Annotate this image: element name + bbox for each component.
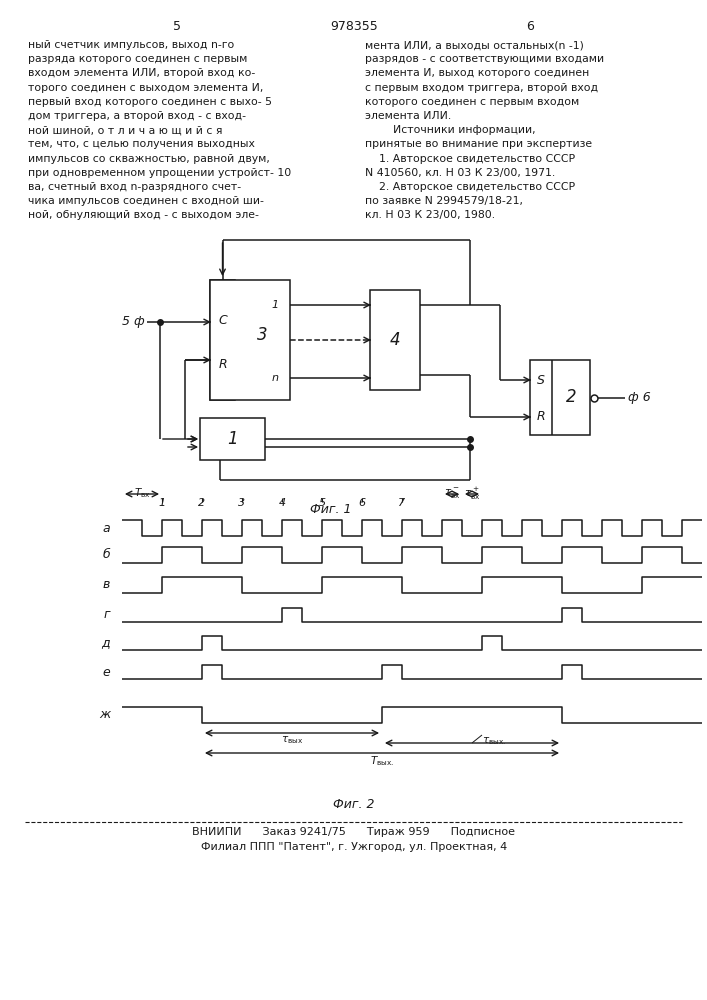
Text: N 410560, кл. H 03 К 23/00, 1971.: N 410560, кл. H 03 К 23/00, 1971. — [365, 168, 555, 178]
Text: элемента И, выход которого соединен: элемента И, выход которого соединен — [365, 68, 589, 78]
Text: дом триггера, а второй вход - с вход-: дом триггера, а второй вход - с вход- — [28, 111, 246, 121]
Text: разряда которого соединен с первым: разряда которого соединен с первым — [28, 54, 247, 64]
Text: $\tau^+_{\rm вх}$: $\tau^+_{\rm вх}$ — [464, 486, 480, 502]
Text: Фиг. 1: Фиг. 1 — [310, 503, 351, 516]
Text: е: е — [103, 666, 110, 678]
Text: б: б — [103, 548, 110, 562]
Text: $\tau_{\rm вых}$: $\tau_{\rm вых}$ — [281, 734, 303, 746]
Text: n: n — [271, 373, 279, 383]
Text: 4: 4 — [390, 331, 400, 349]
Text: торого соединен с выходом элемента И,: торого соединен с выходом элемента И, — [28, 83, 264, 93]
Text: по заявке N 2994579/18-21,: по заявке N 2994579/18-21, — [365, 196, 523, 206]
Text: $\tau^-_{\rm вх}$: $\tau^-_{\rm вх}$ — [444, 486, 460, 500]
Bar — [530, 360, 590, 435]
Text: первый вход которого соединен с выхо- 5: первый вход которого соединен с выхо- 5 — [28, 97, 272, 107]
Text: в: в — [103, 578, 110, 591]
Text: при одновременном упрощении устройст- 10: при одновременном упрощении устройст- 10 — [28, 168, 291, 178]
Text: $T_{\rm вых.}$: $T_{\rm вых.}$ — [370, 754, 394, 768]
Text: д: д — [101, 637, 110, 650]
Text: мента ИЛИ, а выходы остальных(n -1): мента ИЛИ, а выходы остальных(n -1) — [365, 40, 584, 50]
Text: 2: 2 — [199, 498, 206, 508]
Bar — [370, 290, 420, 390]
Text: принятые во внимание при экспертизе: принятые во внимание при экспертизе — [365, 139, 592, 149]
Text: ж: ж — [99, 708, 110, 722]
Text: элемента ИЛИ.: элемента ИЛИ. — [365, 111, 451, 121]
Text: 6: 6 — [358, 498, 366, 508]
Text: 1: 1 — [158, 498, 165, 508]
Text: S: S — [537, 373, 545, 386]
Text: $\tau_{\rm вых.}$: $\tau_{\rm вых.}$ — [482, 735, 506, 747]
Bar — [200, 418, 265, 460]
Text: 6: 6 — [526, 20, 534, 33]
Text: 5 ф: 5 ф — [122, 316, 145, 328]
Text: 4: 4 — [279, 498, 286, 508]
Text: тем, что, с целью получения выходных: тем, что, с целью получения выходных — [28, 139, 255, 149]
Text: 3: 3 — [257, 326, 268, 344]
Text: $T_{\rm вх}$: $T_{\rm вх}$ — [134, 486, 151, 500]
Text: ф 6: ф 6 — [628, 391, 650, 404]
Text: ной шиной, о т л и ч а ю щ и й с я: ной шиной, о т л и ч а ю щ и й с я — [28, 125, 223, 135]
Text: 1: 1 — [227, 430, 238, 448]
Text: которого соединен с первым входом: которого соединен с первым входом — [365, 97, 579, 107]
Text: Источники информации,: Источники информации, — [365, 125, 536, 135]
Text: 7: 7 — [399, 498, 406, 508]
Text: разрядов - с соответствующими входами: разрядов - с соответствующими входами — [365, 54, 604, 64]
Text: ный счетчик импульсов, выход n-го: ный счетчик импульсов, выход n-го — [28, 40, 234, 50]
Text: 2. Авторское свидетельство СССР: 2. Авторское свидетельство СССР — [365, 182, 575, 192]
Text: 3: 3 — [238, 498, 245, 508]
Text: с первым входом триггера, второй вход: с первым входом триггера, второй вход — [365, 83, 598, 93]
Text: г: г — [103, 608, 110, 621]
Text: чика импульсов соединен с входной ши-: чика импульсов соединен с входной ши- — [28, 196, 264, 206]
Text: 1. Авторское свидетельство СССР: 1. Авторское свидетельство СССР — [365, 154, 575, 164]
Text: R: R — [218, 359, 227, 371]
Text: ва, счетный вход n-разрядного счет-: ва, счетный вход n-разрядного счет- — [28, 182, 241, 192]
Text: 2: 2 — [566, 388, 576, 406]
Text: ВНИИПИ      Заказ 9241/75      Тираж 959      Подписное: ВНИИПИ Заказ 9241/75 Тираж 959 Подписное — [192, 827, 515, 837]
Text: 978355: 978355 — [330, 20, 378, 33]
Text: Филиал ППП "Патент", г. Ужгород, ул. Проектная, 4: Филиал ППП "Патент", г. Ужгород, ул. Про… — [201, 842, 507, 852]
Text: ной, обнуляющий вход - с выходом эле-: ной, обнуляющий вход - с выходом эле- — [28, 210, 259, 220]
Text: а: а — [103, 522, 110, 534]
Text: 5: 5 — [173, 20, 181, 33]
Text: кл. H 03 К 23/00, 1980.: кл. H 03 К 23/00, 1980. — [365, 210, 495, 220]
Bar — [210, 280, 290, 400]
Text: 1: 1 — [271, 300, 279, 310]
Text: входом элемента ИЛИ, второй вход ко-: входом элемента ИЛИ, второй вход ко- — [28, 68, 255, 78]
Text: 5: 5 — [318, 498, 325, 508]
Text: R: R — [537, 410, 545, 424]
Text: Фиг. 2: Фиг. 2 — [333, 798, 375, 811]
Bar — [210, 280, 235, 400]
Text: C: C — [218, 314, 227, 326]
Text: импульсов со скважностью, равной двум,: импульсов со скважностью, равной двум, — [28, 154, 270, 164]
